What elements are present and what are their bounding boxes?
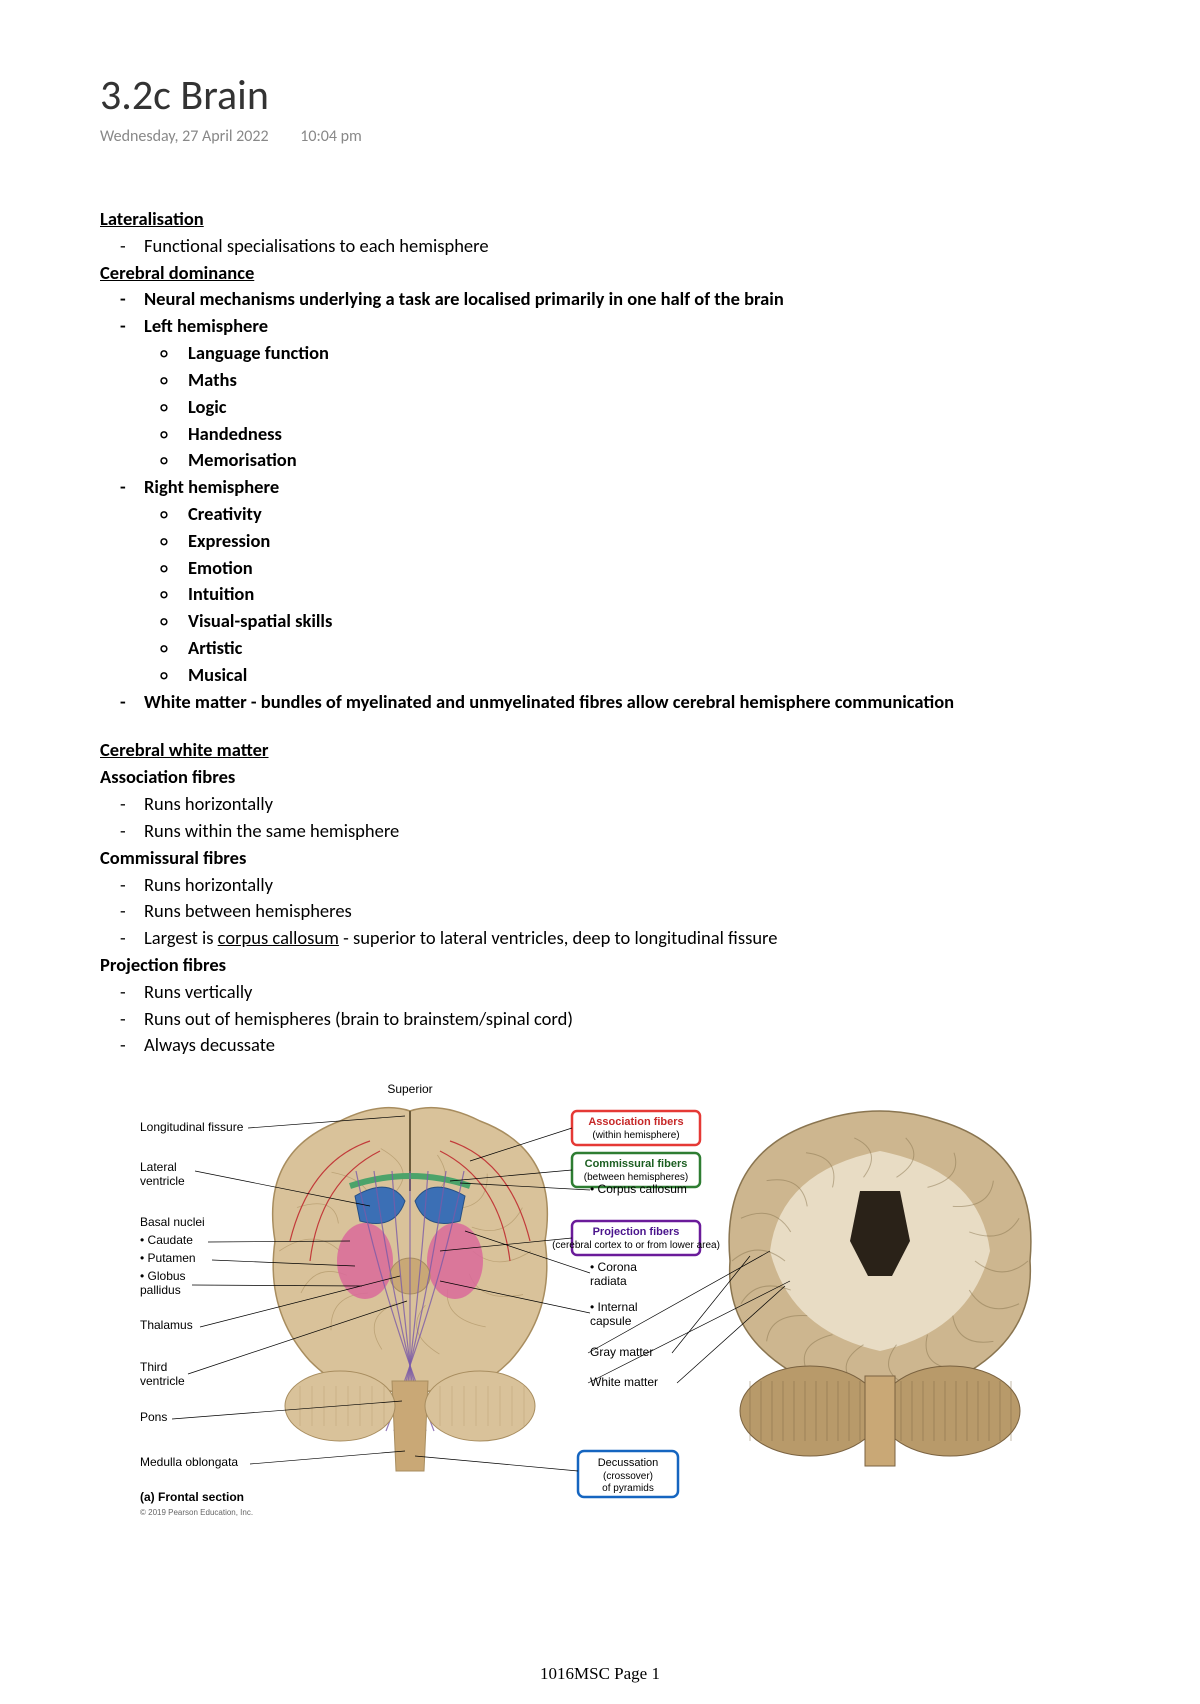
svg-text:Lateral: Lateral — [140, 1160, 177, 1174]
svg-text:Association fibers: Association fibers — [588, 1116, 683, 1128]
list-item: Intuition — [188, 581, 1100, 608]
content-body: Lateralisation Functional specialisation… — [100, 206, 1100, 1541]
svg-text:© 2019 Pearson Education, Inc.: © 2019 Pearson Education, Inc. — [140, 1508, 253, 1517]
list-item: Runs vertically — [144, 979, 1100, 1006]
list-item: Right hemisphere CreativityExpressionEmo… — [144, 474, 1100, 689]
svg-text:• Caudate: • Caudate — [140, 1233, 193, 1247]
list-item: Memorisation — [188, 447, 1100, 474]
svg-text:Commissural fibers: Commissural fibers — [585, 1158, 688, 1170]
list-item: Neural mechanisms underlying a task are … — [144, 286, 1100, 313]
svg-text:ventricle: ventricle — [140, 1374, 185, 1388]
page-footer: 1016MSC Page 1 — [0, 1664, 1200, 1684]
list-item: Expression — [188, 528, 1100, 555]
list-item: Handedness — [188, 421, 1100, 448]
svg-text:(crossover): (crossover) — [603, 1471, 653, 1482]
svg-text:• Corpus callosum: • Corpus callosum — [590, 1182, 687, 1196]
svg-text:Pons: Pons — [140, 1410, 167, 1424]
list-item: Runs out of hemispheres (brain to brains… — [144, 1006, 1100, 1033]
svg-text:Third: Third — [140, 1360, 167, 1374]
date-text: Wednesday, 27 April 2022 — [100, 127, 269, 146]
list-item: Emotion — [188, 555, 1100, 582]
list-item: Maths — [188, 367, 1100, 394]
svg-text:Longitudinal fissure: Longitudinal fissure — [140, 1120, 244, 1134]
svg-text:Thalamus: Thalamus — [140, 1318, 193, 1332]
list-item: Functional specialisations to each hemis… — [144, 233, 1100, 260]
svg-text:• Globus: • Globus — [140, 1269, 186, 1283]
list-item: Runs within the same hemisphere — [144, 818, 1100, 845]
subheading-association: Association fibres — [100, 764, 1100, 791]
svg-text:Decussation: Decussation — [598, 1457, 659, 1469]
svg-text:Medulla oblongata: Medulla oblongata — [140, 1455, 238, 1469]
list-item: Artistic — [188, 635, 1100, 662]
page-title: 3.2c Brain — [100, 70, 1100, 121]
svg-text:• Internal: • Internal — [590, 1300, 638, 1314]
list-item: Largest is corpus callosum - superior to… — [144, 925, 1100, 952]
list-item: Runs between hemispheres — [144, 898, 1100, 925]
svg-text:(cerebral cortex to or from lo: (cerebral cortex to or from lower area) — [552, 1240, 720, 1251]
svg-text:Basal nuclei: Basal nuclei — [140, 1215, 205, 1229]
svg-text:(within hemisphere): (within hemisphere) — [592, 1130, 679, 1141]
svg-text:• Putamen: • Putamen — [140, 1251, 196, 1265]
subheading-projection: Projection fibres — [100, 952, 1100, 979]
svg-text:Projection fibers: Projection fibers — [593, 1226, 680, 1238]
list-item: Logic — [188, 394, 1100, 421]
time-text: 10:04 pm — [300, 127, 362, 146]
list-item: Visual-spatial skills — [188, 608, 1100, 635]
list-item: Left hemisphere Language functionMathsLo… — [144, 313, 1100, 474]
svg-text:radiata: radiata — [590, 1274, 627, 1288]
list-item: White matter - bundles of myelinated and… — [144, 689, 1100, 716]
heading-cerebral-dominance: Cerebral dominance — [100, 260, 1100, 287]
heading-lateralisation: Lateralisation — [100, 206, 1100, 233]
svg-text:Gray matter: Gray matter — [590, 1345, 653, 1359]
list-item: Musical — [188, 662, 1100, 689]
svg-text:capsule: capsule — [590, 1314, 632, 1328]
list-item: Language function — [188, 340, 1100, 367]
svg-text:• Corona: • Corona — [590, 1260, 637, 1274]
heading-cerebral-white: Cerebral white matter — [100, 737, 1100, 764]
subheading-commissural: Commissural fibres — [100, 845, 1100, 872]
svg-text:of pyramids: of pyramids — [602, 1483, 654, 1494]
svg-text:(a) Frontal section: (a) Frontal section — [140, 1490, 244, 1504]
list-item: Creativity — [188, 501, 1100, 528]
svg-text:pallidus: pallidus — [140, 1283, 181, 1297]
svg-text:Superior: Superior — [387, 1082, 432, 1096]
list-item: Always decussate — [144, 1032, 1100, 1059]
list-item: Runs horizontally — [144, 791, 1100, 818]
page-meta: Wednesday, 27 April 2022 10:04 pm — [100, 127, 1100, 146]
brain-figure: SuperiorLongitudinal fissureLateralventr… — [120, 1071, 1040, 1541]
svg-text:ventricle: ventricle — [140, 1174, 185, 1188]
list-item: Runs horizontally — [144, 872, 1100, 899]
